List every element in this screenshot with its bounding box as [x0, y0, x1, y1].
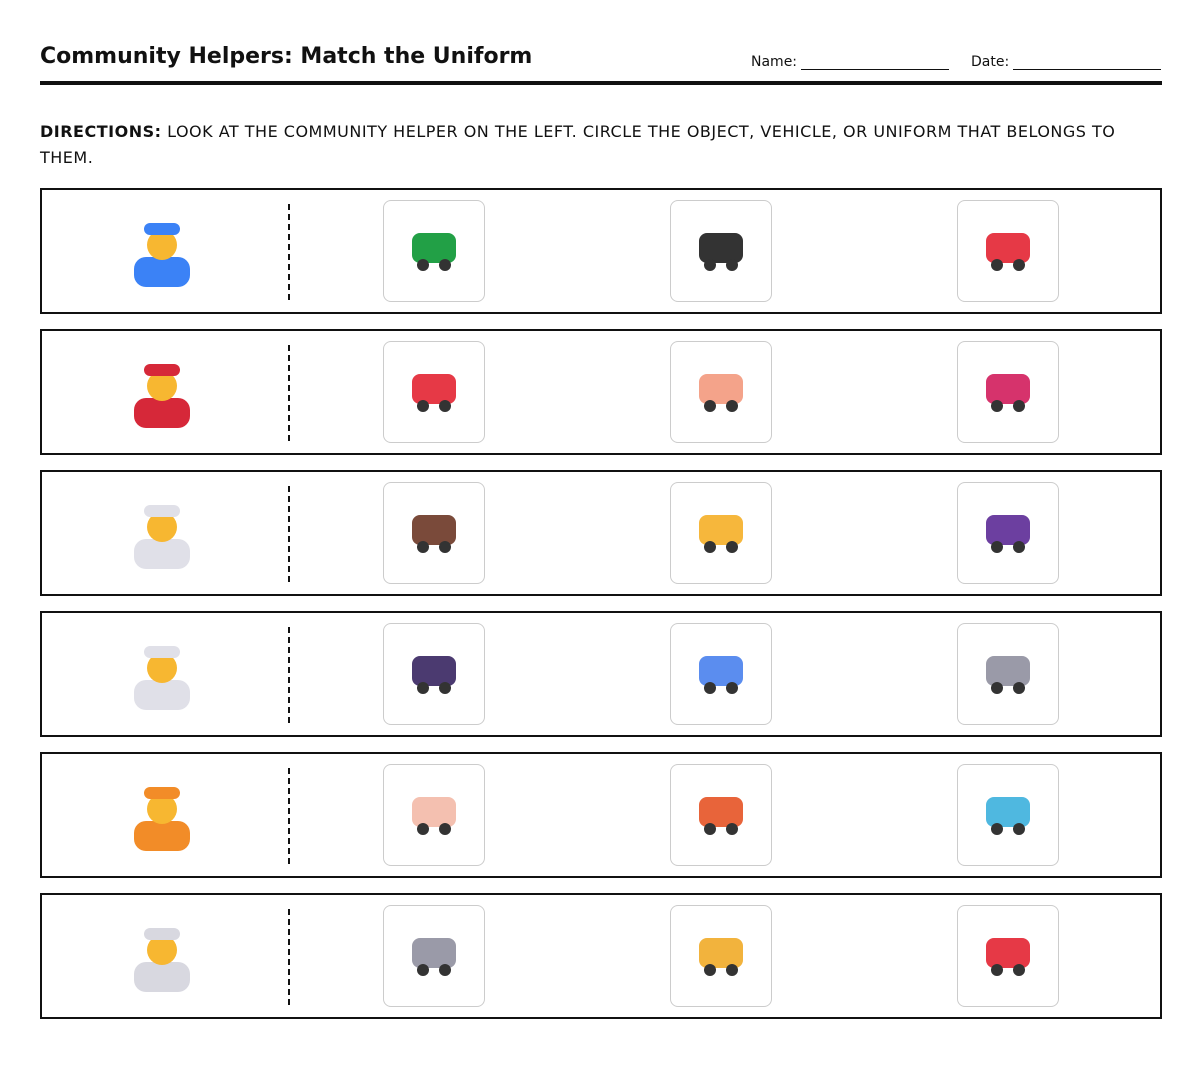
option-card[interactable]	[957, 341, 1059, 443]
option-card[interactable]	[383, 200, 485, 302]
option-card[interactable]	[957, 482, 1059, 584]
date-label: Date:	[971, 54, 1010, 70]
name-line[interactable]	[801, 57, 950, 70]
kick-scooter-icon	[980, 785, 1036, 845]
directions-text: LOOK AT THE COMMUNITY HELPER ON THE LEFT…	[40, 122, 1116, 167]
rocket-icon	[980, 926, 1036, 986]
bricks-icon	[693, 785, 749, 845]
option-card[interactable]	[670, 905, 772, 1007]
divider-dashed	[288, 486, 290, 582]
construction-worker-icon	[130, 781, 194, 851]
option-card[interactable]	[383, 905, 485, 1007]
match-row	[40, 470, 1162, 596]
date-field[interactable]: Date:	[971, 54, 1162, 70]
hammer-icon	[406, 503, 462, 563]
name-field[interactable]: Name:	[751, 54, 950, 70]
frying-pan-icon	[406, 644, 462, 704]
tractor-icon	[406, 221, 462, 281]
match-row	[40, 611, 1162, 737]
police-car-icon	[693, 221, 749, 281]
page-title: Community Helpers: Match the Uniform	[40, 44, 533, 69]
police-officer-icon	[130, 217, 194, 287]
fire-extinguisher-icon	[406, 362, 462, 422]
cook-icon	[130, 640, 194, 710]
microscope-icon	[980, 644, 1036, 704]
directions-label: DIRECTIONS:	[40, 122, 162, 141]
option-card[interactable]	[670, 482, 772, 584]
match-row	[40, 188, 1162, 314]
bus-icon	[693, 926, 749, 986]
divider-dashed	[288, 627, 290, 723]
directions: DIRECTIONS: LOOK AT THE COMMUNITY HELPER…	[40, 119, 1150, 171]
header-divider	[40, 81, 1162, 85]
option-card[interactable]	[957, 200, 1059, 302]
match-row	[40, 329, 1162, 455]
option-card[interactable]	[383, 764, 485, 866]
option-card[interactable]	[957, 623, 1059, 725]
firefighter-icon	[130, 358, 194, 428]
doctor-icon	[130, 499, 194, 569]
date-line[interactable]	[1013, 57, 1162, 70]
name-label: Name:	[751, 54, 798, 70]
option-card[interactable]	[383, 623, 485, 725]
option-card[interactable]	[670, 764, 772, 866]
pizza-icon	[693, 503, 749, 563]
divider-dashed	[288, 909, 290, 1005]
divider-dashed	[288, 345, 290, 441]
match-row	[40, 752, 1162, 878]
ambulance-icon	[980, 221, 1036, 281]
option-card[interactable]	[957, 764, 1059, 866]
option-card[interactable]	[383, 341, 485, 443]
divider-dashed	[288, 768, 290, 864]
artist-palette-icon	[693, 362, 749, 422]
guitar-icon	[980, 362, 1036, 422]
shower-head-icon	[406, 926, 462, 986]
option-card[interactable]	[383, 482, 485, 584]
astronaut-icon	[130, 922, 194, 992]
option-card[interactable]	[670, 200, 772, 302]
option-card[interactable]	[670, 341, 772, 443]
stethoscope-icon	[980, 503, 1036, 563]
match-row	[40, 893, 1162, 1019]
option-card[interactable]	[957, 905, 1059, 1007]
airplane-icon	[693, 644, 749, 704]
option-card[interactable]	[670, 623, 772, 725]
baby-bottle-icon	[406, 785, 462, 845]
divider-dashed	[288, 204, 290, 300]
